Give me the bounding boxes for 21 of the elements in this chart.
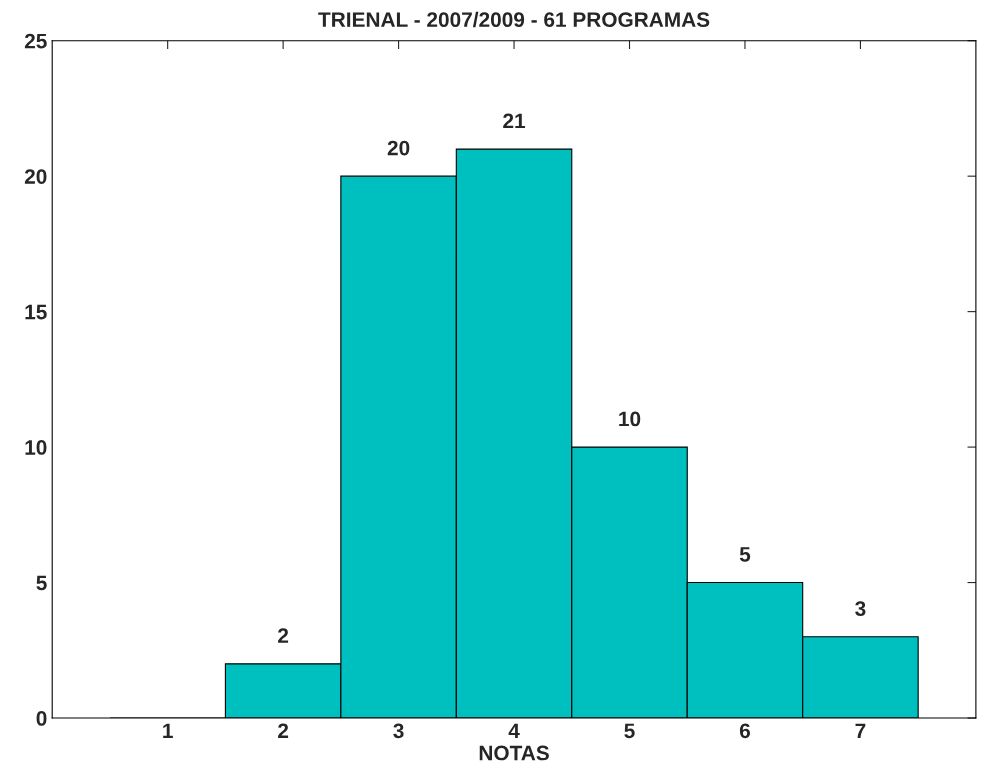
data-label: 3: [855, 601, 866, 616]
x-axis-title: NOTAS: [479, 745, 549, 761]
x-tick-label: 7: [855, 723, 866, 738]
y-tick-label: 20: [24, 169, 47, 184]
y-tick-label: 15: [25, 304, 47, 320]
data-label: 20: [387, 140, 410, 156]
data-label: 21: [503, 113, 526, 129]
data-label: 2: [278, 628, 289, 643]
x-tick-label: 5: [624, 723, 635, 739]
y-tick-label: 0: [36, 711, 47, 726]
y-tick-label: 10: [25, 440, 47, 455]
y-tick-label: 25: [24, 33, 47, 49]
data-label: 5: [739, 547, 751, 562]
x-tick-label: 1: [163, 723, 173, 738]
x-tick-label: 4: [508, 723, 520, 738]
x-tick-label: 6: [739, 723, 751, 739]
data-label: 10: [619, 411, 641, 427]
x-tick-label: 3: [393, 723, 404, 739]
chart-title: TRIENAL - 2007/2009 - 61 PROGRAMAS: [318, 11, 710, 28]
y-tick-label: 5: [36, 575, 47, 591]
x-tick-label: 2: [278, 723, 289, 738]
